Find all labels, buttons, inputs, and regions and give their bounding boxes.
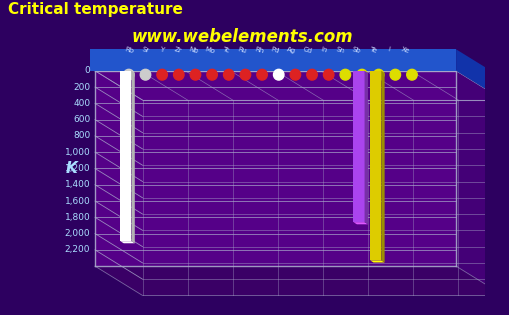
Polygon shape: [95, 266, 503, 295]
Polygon shape: [370, 261, 384, 262]
Text: 1,000: 1,000: [65, 148, 90, 157]
Circle shape: [406, 69, 416, 80]
Text: Zr: Zr: [173, 46, 182, 54]
Polygon shape: [353, 222, 367, 224]
Text: Sb: Sb: [351, 46, 361, 54]
Text: Y: Y: [158, 46, 164, 53]
Text: 1,800: 1,800: [65, 213, 90, 222]
Text: 200: 200: [73, 83, 90, 92]
Polygon shape: [455, 49, 503, 100]
Text: Tc: Tc: [222, 46, 230, 54]
Circle shape: [223, 69, 234, 80]
Polygon shape: [131, 71, 134, 243]
Text: Cd: Cd: [302, 46, 312, 54]
Circle shape: [257, 69, 267, 80]
Text: Mo: Mo: [204, 46, 215, 55]
Circle shape: [173, 69, 184, 80]
Polygon shape: [370, 71, 380, 261]
Text: 2,000: 2,000: [65, 229, 90, 238]
Polygon shape: [380, 71, 384, 262]
Circle shape: [373, 69, 383, 80]
Text: Xe: Xe: [400, 46, 409, 54]
Text: Sr: Sr: [140, 46, 149, 54]
Text: Te: Te: [367, 46, 376, 54]
Text: www.webelements.com: www.webelements.com: [131, 28, 352, 46]
Circle shape: [140, 69, 151, 80]
Text: 0: 0: [84, 66, 90, 75]
Text: 600: 600: [73, 115, 90, 124]
Text: Pd: Pd: [270, 46, 279, 54]
Polygon shape: [353, 71, 364, 222]
Circle shape: [389, 69, 400, 80]
Text: 400: 400: [73, 99, 90, 108]
Polygon shape: [120, 241, 134, 243]
Text: Nb: Nb: [188, 46, 199, 55]
Circle shape: [290, 69, 300, 80]
Text: Ag: Ag: [286, 46, 296, 54]
Circle shape: [273, 69, 284, 80]
Circle shape: [340, 69, 350, 80]
Text: In: In: [320, 46, 327, 54]
Text: Critical temperature: Critical temperature: [8, 2, 182, 17]
Circle shape: [323, 69, 333, 80]
Polygon shape: [90, 49, 455, 71]
Text: 1,200: 1,200: [65, 164, 90, 173]
Polygon shape: [120, 71, 131, 241]
Text: K: K: [65, 161, 77, 176]
Polygon shape: [95, 71, 455, 266]
Polygon shape: [364, 71, 367, 224]
Text: Rh: Rh: [253, 46, 264, 54]
Text: 1,400: 1,400: [65, 180, 90, 189]
Text: Ru: Ru: [237, 46, 247, 54]
Polygon shape: [455, 71, 503, 295]
Text: e: e: [507, 97, 509, 107]
Circle shape: [240, 69, 250, 80]
Text: Sn: Sn: [334, 46, 345, 54]
Text: 2,200: 2,200: [65, 245, 90, 255]
Text: 800: 800: [73, 131, 90, 140]
Circle shape: [157, 69, 167, 80]
Circle shape: [123, 69, 134, 80]
Circle shape: [306, 69, 317, 80]
Circle shape: [207, 69, 217, 80]
Text: Rb: Rb: [123, 46, 134, 54]
Text: I: I: [386, 46, 390, 53]
Circle shape: [356, 69, 366, 80]
Circle shape: [190, 69, 200, 80]
Text: 1,600: 1,600: [65, 197, 90, 205]
